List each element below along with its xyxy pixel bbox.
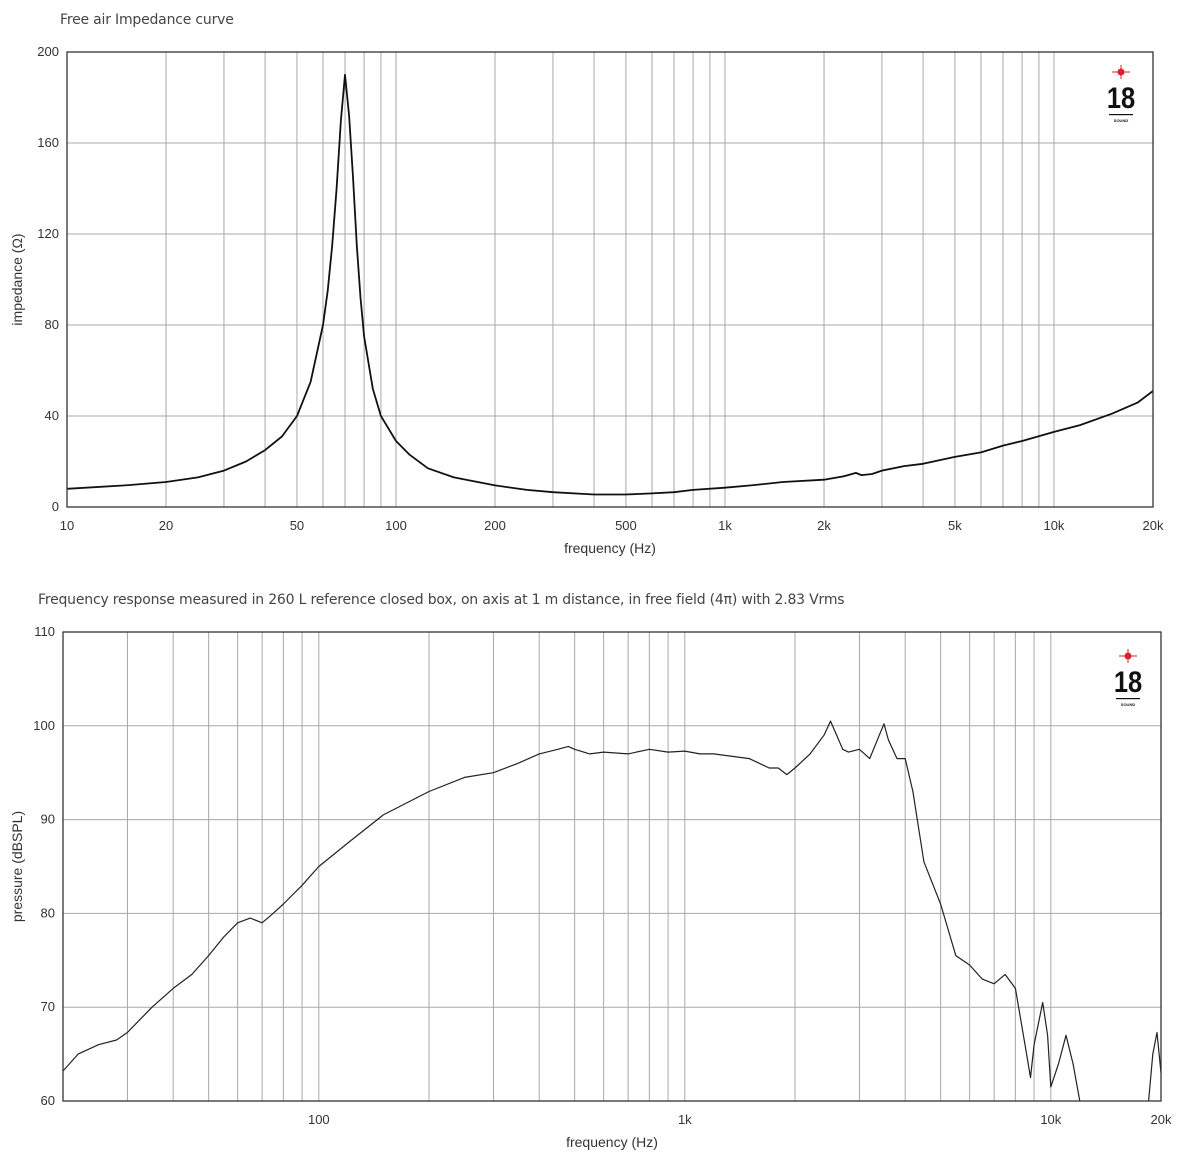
logo-number: 18	[1114, 665, 1142, 698]
x-tick-label: 2k	[817, 518, 831, 533]
data-series-line	[1148, 1031, 1161, 1101]
y-tick-label: 160	[37, 135, 59, 150]
impedance-chart-title: Free air Impedance curve	[60, 12, 234, 28]
x-tick-label: 1k	[718, 518, 732, 533]
x-tick-label: 200	[484, 518, 506, 533]
x-axis-label: frequency (Hz)	[564, 540, 656, 556]
brand-logo: 18 SOUND	[1107, 65, 1135, 123]
horizontal-grid	[67, 142, 1153, 417]
y-tick-label: 70	[41, 999, 55, 1014]
x-tick-label: 20	[159, 518, 173, 533]
x-tick-label: 5k	[948, 518, 962, 533]
x-tick-label: 20k	[1151, 1112, 1172, 1127]
y-tick-label: 200	[37, 44, 59, 59]
x-tick-label: 100	[385, 518, 407, 533]
vertical-grid	[126, 632, 1052, 1101]
horizontal-grid	[63, 725, 1161, 1008]
y-tick-label: 0	[52, 499, 59, 514]
logo-rule	[1116, 698, 1140, 700]
y-axis-label: impedance (Ω)	[9, 233, 25, 325]
data-series-line	[67, 73, 1153, 496]
x-tick-label: 20k	[1143, 518, 1164, 533]
brand-logo: 18 SOUND	[1114, 649, 1142, 707]
x-tick-label: 10k	[1040, 1112, 1061, 1127]
y-tick-label: 120	[37, 226, 59, 241]
plot-frame	[62, 631, 1162, 1102]
x-tick-label: 100	[308, 1112, 330, 1127]
y-tick-label: 40	[45, 408, 59, 423]
plot-frame	[66, 51, 1154, 508]
y-tick-label: 80	[45, 317, 59, 332]
y-tick-label: 60	[41, 1093, 55, 1108]
x-axis-label: frequency (Hz)	[566, 1134, 658, 1150]
frequency-response-chart: 60 70 80 90 100 110 100 1k 10k 20k frequency (Hz) p…	[9, 624, 1172, 1150]
y-tick-label: 110	[34, 624, 55, 639]
impedance-chart: 0 40 80 120 160 200 10 20 50 100 200 500 1k 2k 5k 10k 20…	[9, 44, 1164, 556]
data-series-line	[63, 720, 1081, 1101]
y-axis-label: pressure (dBSPL)	[9, 811, 25, 922]
x-tick-label: 10	[60, 518, 74, 533]
logo-subtext: SOUND	[1121, 702, 1136, 707]
logo-rule	[1109, 114, 1133, 116]
frequency-response-chart-title: Frequency response measured in 260 L ref…	[38, 592, 845, 608]
y-tick-label: 100	[33, 718, 55, 733]
x-tick-label: 50	[290, 518, 304, 533]
vertical-grid	[165, 52, 1055, 507]
y-tick-label: 90	[41, 812, 55, 827]
y-tick-label: 80	[41, 905, 55, 920]
logo-subtext: SOUND	[1114, 118, 1129, 123]
x-tick-label: 1k	[678, 1112, 692, 1127]
x-tick-label: 10k	[1043, 518, 1064, 533]
x-tick-label: 500	[615, 518, 637, 533]
logo-number: 18	[1107, 81, 1135, 114]
